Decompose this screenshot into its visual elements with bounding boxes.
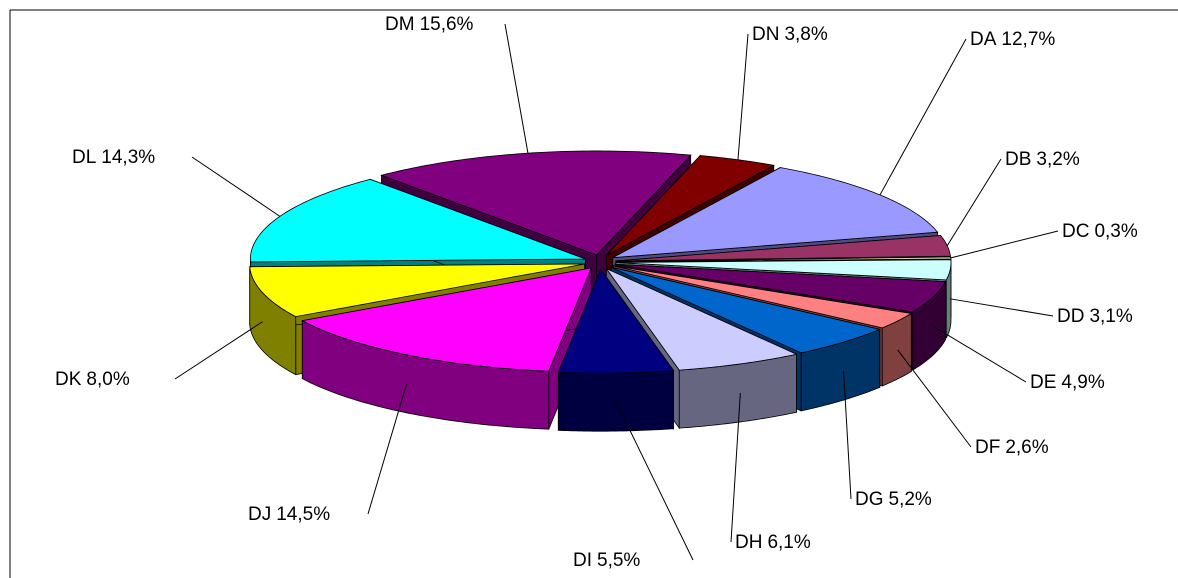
label-category: DG (855, 489, 884, 510)
label-category: DA (970, 29, 997, 50)
slice-top (301, 267, 592, 372)
leader-line (950, 230, 1059, 259)
data-label: DM 15,6% (385, 14, 474, 35)
label-value: 14,3% (101, 147, 155, 168)
label-value: 2,6% (1005, 437, 1048, 458)
label-category: DJ (248, 504, 271, 525)
label-value: 0,3% (1094, 221, 1137, 242)
label-category: DF (975, 437, 1000, 458)
data-label: DA 12,7% (970, 29, 1055, 50)
slice-top (615, 263, 947, 313)
data-label: DI 5,5% (573, 550, 640, 571)
label-value: 3,1% (1089, 306, 1132, 327)
leader-line (737, 33, 749, 160)
leader-line (615, 401, 694, 561)
label-value: 15,6% (420, 14, 474, 35)
label-category: DM (385, 14, 415, 35)
data-label: DB 3,2% (1005, 149, 1080, 170)
slice-top (615, 235, 951, 262)
slice-top (557, 268, 675, 374)
slice-top (615, 256, 952, 263)
leader-line (730, 392, 741, 543)
label-value: 3,8% (784, 24, 827, 45)
label-category: DB (1005, 149, 1031, 170)
label-category: DL (72, 147, 96, 168)
data-label: DG 5,2% (855, 489, 932, 510)
label-category: DH (735, 532, 762, 553)
label-value: 5,5% (597, 550, 640, 571)
data-label: DC 0,3% (1062, 221, 1138, 242)
slice-top (615, 259, 952, 281)
leader-line (191, 156, 281, 217)
label-value: 4,9% (1061, 372, 1104, 393)
slice (557, 267, 675, 432)
data-label: DK 8,0% (55, 369, 130, 390)
leader-line (879, 38, 967, 196)
data-label: DN 3,8% (752, 24, 828, 45)
label-category: DE (1030, 372, 1056, 393)
data-label: DE 4,9% (1030, 372, 1105, 393)
slice-top (249, 263, 585, 318)
label-category: DI (573, 550, 592, 571)
leader-line (932, 325, 1027, 383)
slice-top (605, 267, 798, 371)
leader-line (174, 321, 263, 380)
data-label: DL 14,3% (72, 147, 155, 168)
leader-line (843, 371, 852, 500)
leader-line (897, 349, 972, 448)
data-label: DH 6,1% (735, 532, 811, 553)
label-category: DC (1062, 221, 1089, 242)
leader-line (950, 298, 1054, 317)
slice-wall (557, 370, 675, 432)
slice-top (610, 266, 882, 354)
label-category: DD (1057, 306, 1084, 327)
data-label: DD 3,1% (1057, 306, 1133, 327)
leader-line (504, 23, 529, 154)
slice-top (613, 265, 913, 329)
label-value: 8,0% (86, 369, 129, 390)
label-value: 3,2% (1036, 149, 1079, 170)
label-value: 14,5% (276, 504, 330, 525)
data-label: DF 2,6% (975, 437, 1049, 458)
label-value: 5,2% (889, 489, 932, 510)
leader-line (946, 158, 1002, 246)
label-value: 12,7% (1001, 29, 1055, 50)
label-category: DK (55, 369, 82, 390)
leader-line (367, 383, 408, 515)
label-category: DN (752, 24, 779, 45)
data-label: DJ 14,5% (248, 504, 330, 525)
label-value: 6,1% (767, 532, 810, 553)
